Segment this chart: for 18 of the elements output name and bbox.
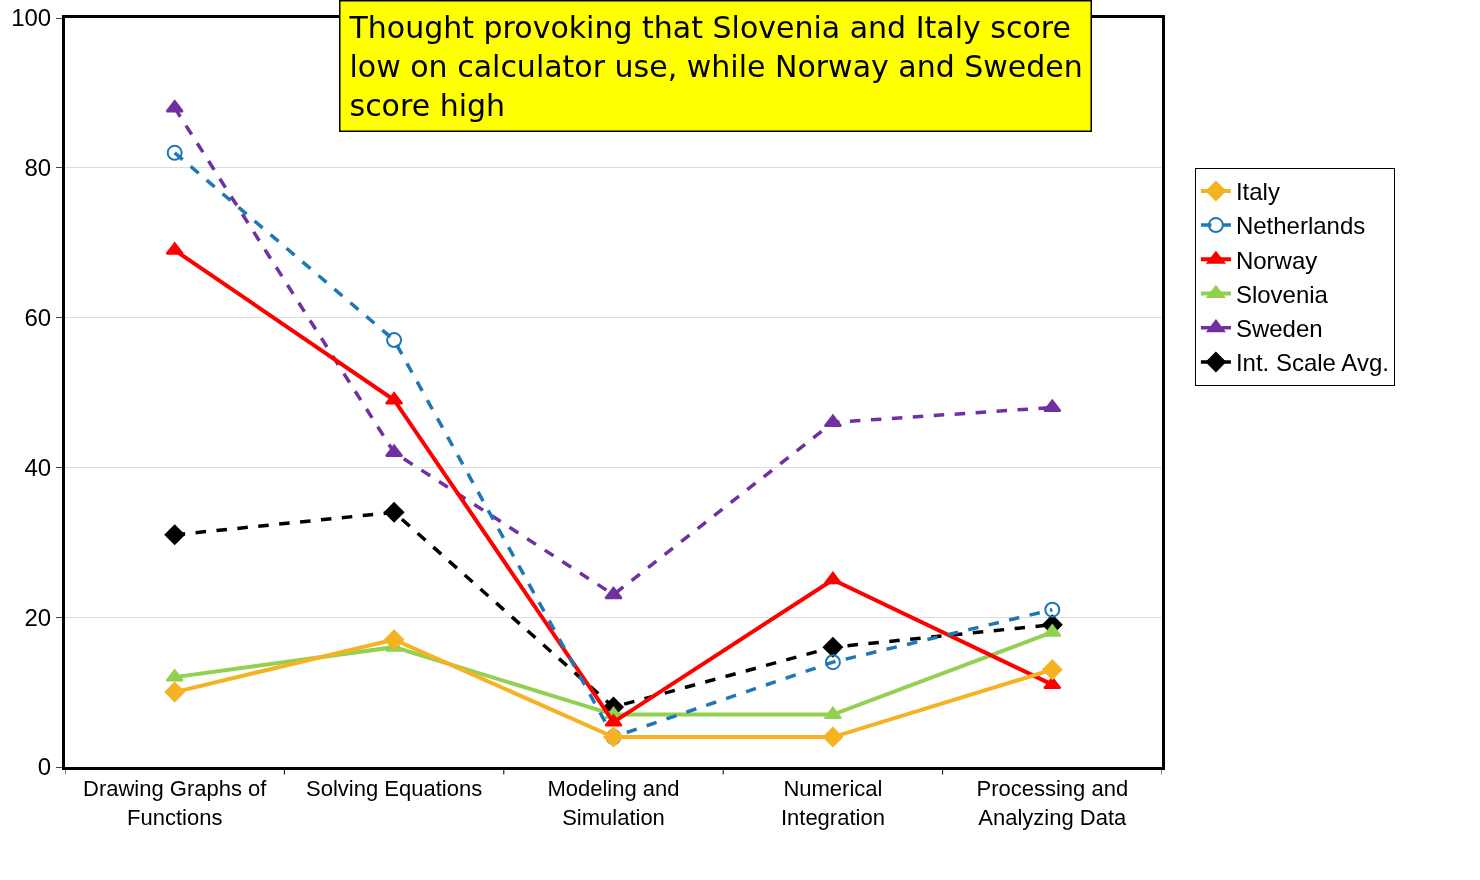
legend-label: Norway: [1235, 246, 1318, 274]
legend-label: Italy: [1235, 178, 1280, 206]
legend-label: Netherlands: [1235, 212, 1366, 240]
x-tick-label: Numerical Integration: [780, 776, 885, 830]
y-tick-label: 0: [37, 753, 52, 781]
legend-label: Int. Scale Avg.: [1235, 349, 1389, 377]
annotation: Thought provoking that Slovenia and Italy score low on calculator use, while Norway and Sweden score high: [348, 9, 1083, 123]
y-tick-label: 100: [11, 4, 52, 32]
x-tick-label: Solving Equations: [306, 776, 483, 802]
y-tick-label: 60: [24, 304, 52, 331]
x-tick-label: Drawing Graphs of Functions: [82, 776, 268, 830]
x-tick-label: Processing and Analyzing Data: [976, 776, 1129, 830]
y-tick-label: 40: [24, 453, 52, 481]
y-tick-label: 20: [24, 603, 52, 631]
x-tick-label: Modeling and Simulation: [547, 776, 680, 830]
y-tick-label: 80: [24, 154, 52, 182]
legend-label: Slovenia: [1235, 280, 1329, 308]
legend-label: Sweden: [1235, 315, 1323, 343]
